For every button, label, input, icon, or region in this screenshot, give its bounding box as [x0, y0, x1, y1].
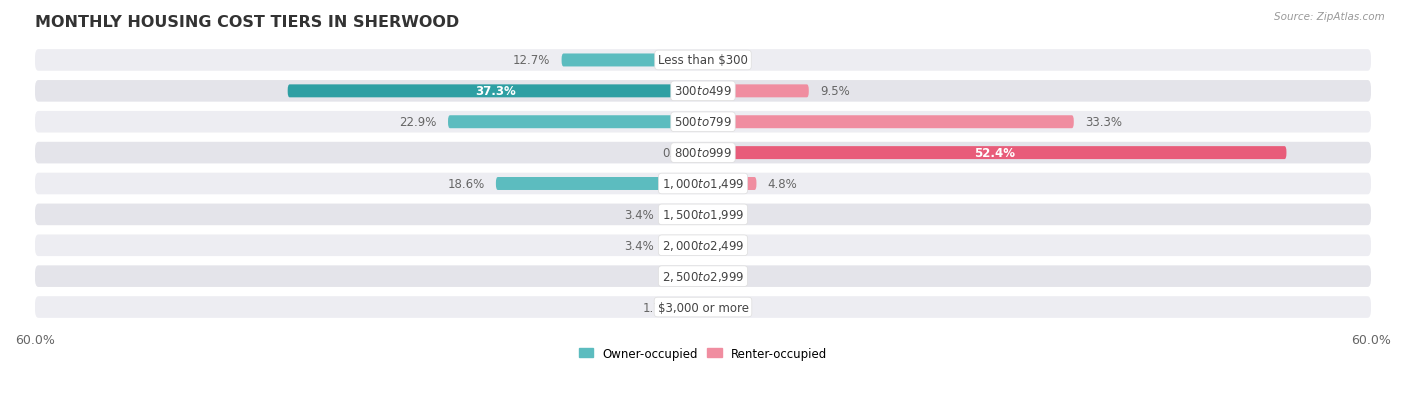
Text: 0.0%: 0.0%: [714, 239, 744, 252]
Text: 4.8%: 4.8%: [768, 178, 797, 190]
FancyBboxPatch shape: [35, 266, 1371, 287]
Text: 1.7%: 1.7%: [643, 301, 673, 314]
FancyBboxPatch shape: [561, 55, 703, 67]
Text: 18.6%: 18.6%: [447, 178, 485, 190]
Text: 0.0%: 0.0%: [714, 270, 744, 283]
FancyBboxPatch shape: [35, 204, 1371, 225]
Text: 9.5%: 9.5%: [820, 85, 849, 98]
Text: 33.3%: 33.3%: [1085, 116, 1122, 129]
Text: 0.0%: 0.0%: [714, 209, 744, 221]
Text: Less than $300: Less than $300: [658, 55, 748, 67]
FancyBboxPatch shape: [665, 239, 703, 252]
FancyBboxPatch shape: [703, 85, 808, 98]
FancyBboxPatch shape: [496, 178, 703, 190]
Text: 0.0%: 0.0%: [714, 55, 744, 67]
FancyBboxPatch shape: [35, 81, 1371, 102]
FancyBboxPatch shape: [665, 209, 703, 221]
Text: $500 to $799: $500 to $799: [673, 116, 733, 129]
Legend: Owner-occupied, Renter-occupied: Owner-occupied, Renter-occupied: [574, 342, 832, 364]
Text: 37.3%: 37.3%: [475, 85, 516, 98]
Text: 12.7%: 12.7%: [513, 55, 551, 67]
FancyBboxPatch shape: [35, 297, 1371, 318]
Text: $2,000 to $2,499: $2,000 to $2,499: [662, 239, 744, 253]
Text: $800 to $999: $800 to $999: [673, 147, 733, 160]
FancyBboxPatch shape: [35, 50, 1371, 71]
Text: $2,500 to $2,999: $2,500 to $2,999: [662, 270, 744, 283]
Text: Source: ZipAtlas.com: Source: ZipAtlas.com: [1274, 12, 1385, 22]
Text: $1,500 to $1,999: $1,500 to $1,999: [662, 208, 744, 222]
Text: 52.4%: 52.4%: [974, 147, 1015, 160]
FancyBboxPatch shape: [288, 85, 703, 98]
FancyBboxPatch shape: [703, 116, 1074, 129]
Text: 22.9%: 22.9%: [399, 116, 437, 129]
FancyBboxPatch shape: [685, 301, 703, 314]
Text: 3.4%: 3.4%: [624, 209, 654, 221]
Text: $1,000 to $1,499: $1,000 to $1,499: [662, 177, 744, 191]
Text: 3.4%: 3.4%: [624, 239, 654, 252]
Text: 0.0%: 0.0%: [714, 301, 744, 314]
FancyBboxPatch shape: [35, 112, 1371, 133]
Text: $300 to $499: $300 to $499: [673, 85, 733, 98]
Text: 0.0%: 0.0%: [662, 270, 692, 283]
FancyBboxPatch shape: [35, 235, 1371, 256]
FancyBboxPatch shape: [703, 147, 1286, 160]
FancyBboxPatch shape: [35, 142, 1371, 164]
Text: MONTHLY HOUSING COST TIERS IN SHERWOOD: MONTHLY HOUSING COST TIERS IN SHERWOOD: [35, 15, 460, 30]
Text: $3,000 or more: $3,000 or more: [658, 301, 748, 314]
FancyBboxPatch shape: [703, 178, 756, 190]
FancyBboxPatch shape: [35, 173, 1371, 195]
FancyBboxPatch shape: [449, 116, 703, 129]
Text: 0.0%: 0.0%: [662, 147, 692, 160]
